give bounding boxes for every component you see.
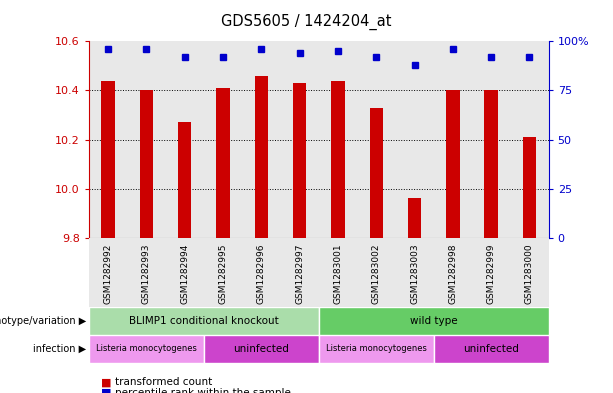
Bar — [178, 122, 191, 238]
Bar — [293, 83, 306, 238]
Bar — [484, 90, 498, 238]
Bar — [140, 90, 153, 238]
Text: GDS5605 / 1424204_at: GDS5605 / 1424204_at — [221, 14, 392, 30]
Text: transformed count: transformed count — [115, 377, 212, 387]
Text: GSM1282997: GSM1282997 — [295, 243, 304, 304]
Text: uninfected: uninfected — [234, 344, 289, 354]
Text: GSM1283000: GSM1283000 — [525, 243, 534, 304]
Text: genotype/variation ▶: genotype/variation ▶ — [0, 316, 86, 326]
Bar — [216, 88, 230, 238]
Bar — [101, 81, 115, 238]
Text: GSM1283001: GSM1283001 — [333, 243, 343, 304]
Bar — [89, 307, 319, 335]
Bar — [331, 81, 345, 238]
Text: GSM1282993: GSM1282993 — [142, 243, 151, 304]
Text: ■: ■ — [101, 387, 112, 393]
Text: GSM1282996: GSM1282996 — [257, 243, 266, 304]
Bar — [446, 90, 460, 238]
Bar — [254, 75, 268, 238]
Text: GSM1283002: GSM1283002 — [371, 243, 381, 304]
Bar — [523, 137, 536, 238]
Bar — [434, 335, 549, 363]
Text: Listeria monocytogenes: Listeria monocytogenes — [96, 345, 197, 353]
Text: Listeria monocytogenes: Listeria monocytogenes — [326, 345, 427, 353]
Bar — [408, 198, 421, 238]
Bar — [204, 335, 319, 363]
Text: GSM1282999: GSM1282999 — [487, 243, 496, 304]
Text: infection ▶: infection ▶ — [32, 344, 86, 354]
Text: percentile rank within the sample: percentile rank within the sample — [115, 387, 291, 393]
Text: GSM1282995: GSM1282995 — [218, 243, 227, 304]
Bar — [319, 335, 434, 363]
Bar — [319, 307, 549, 335]
Text: uninfected: uninfected — [463, 344, 519, 354]
Text: GSM1282992: GSM1282992 — [104, 243, 113, 304]
Text: GSM1283003: GSM1283003 — [410, 243, 419, 304]
Text: wild type: wild type — [410, 316, 457, 326]
Text: BLIMP1 conditional knockout: BLIMP1 conditional knockout — [129, 316, 279, 326]
Text: ■: ■ — [101, 377, 112, 387]
Bar — [370, 108, 383, 238]
Text: GSM1282998: GSM1282998 — [448, 243, 457, 304]
Text: GSM1282994: GSM1282994 — [180, 243, 189, 304]
Bar — [89, 335, 204, 363]
